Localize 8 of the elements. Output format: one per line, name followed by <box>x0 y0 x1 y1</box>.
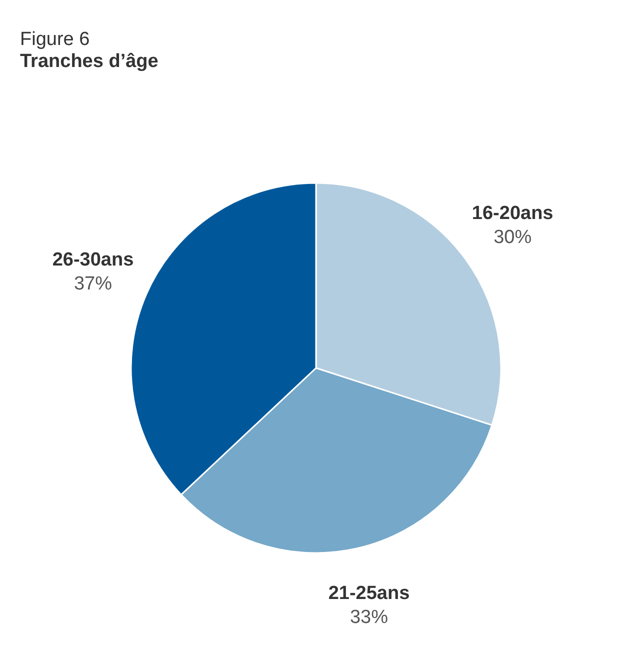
slice-label: 26-30ans <box>52 249 134 270</box>
slice-label: 16-20ans <box>472 203 554 224</box>
data-label: 30% <box>494 227 532 248</box>
data-label: 37% <box>74 273 112 294</box>
data-label: 33% <box>350 607 388 628</box>
slice-label: 21-25ans <box>328 583 410 604</box>
chart-title: Figure 6 <box>20 29 90 50</box>
chart-subtitle: Tranches d’âge <box>20 51 158 72</box>
